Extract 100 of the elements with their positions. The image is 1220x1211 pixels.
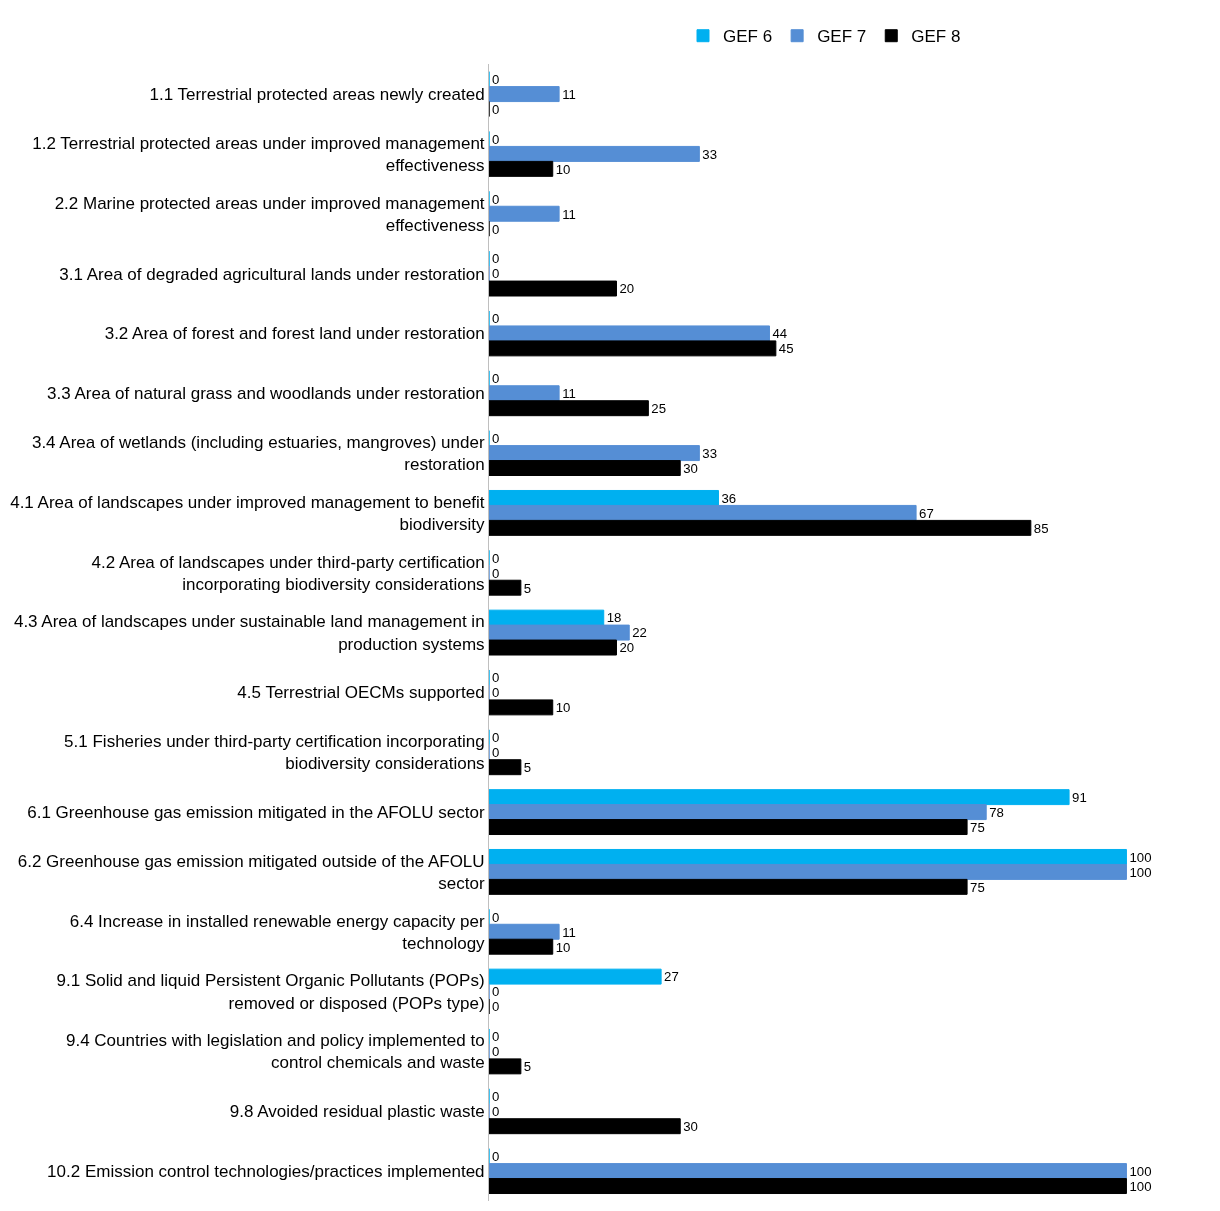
legend-label: GEF 8 [911,27,961,47]
y-tick-label: 3.3 Area of natural grass and woodlands under restoration [47,384,485,404]
bar [489,205,560,222]
y-tick-label: 1.1 Terrestrial protected areas newly created [149,85,485,105]
data-label: 0 [492,999,500,1015]
bar [489,863,1127,880]
data-label: 0 [492,430,500,446]
data-label: 0 [492,101,500,117]
bar [489,968,662,985]
bar [489,400,649,417]
data-label: 45 [778,341,794,357]
data-label: 67 [919,505,934,521]
data-label: 0 [492,371,500,387]
bar [489,1178,1127,1195]
bar [489,280,617,297]
data-label: 11 [562,206,576,222]
data-label: 0 [492,1148,500,1164]
y-tick-label: 3.1 Area of degraded agricultural lands under restoration [59,264,485,284]
bar [489,878,968,895]
data-label: 44 [772,326,788,342]
data-label: 75 [970,879,985,895]
data-label: 0 [492,1104,500,1120]
y-tick-label: 9.4 Countries with legislation and policy implemented to control chemicals and waste [65,1031,485,1073]
data-label: 0 [492,984,500,1000]
data-label: 10 [555,161,571,177]
data-label: 100 [1129,1178,1152,1194]
bar [489,445,700,462]
data-label: 0 [492,909,500,925]
y-tick-label: 4.5 Terrestrial OECMs supported [237,683,485,703]
bar [489,923,560,940]
data-label: 0 [492,191,500,207]
data-label: 5 [523,1059,532,1075]
bar [489,1058,522,1075]
bar [489,579,522,596]
data-label: 0 [492,131,500,147]
data-label: 0 [492,1029,500,1045]
bar [489,1118,681,1135]
data-label: 25 [651,401,667,417]
bar [489,804,987,821]
data-label: 11 [562,386,576,402]
data-label: 22 [632,625,647,641]
bar [489,86,560,103]
data-label: 5 [523,760,532,776]
bar [489,938,554,955]
data-label: 100 [1129,1163,1152,1179]
data-label: 30 [683,460,698,476]
y-tick-label: 6.4 Increase in installed renewable energy capacity per technology [69,911,486,953]
data-label: 75 [970,819,985,835]
bar [489,489,719,506]
bar [489,759,522,776]
data-label: 0 [492,1044,500,1060]
data-label: 0 [492,251,500,267]
data-label: 0 [492,550,500,566]
bar [489,624,630,641]
bar [489,848,1127,865]
bar [489,340,777,357]
data-label: 30 [683,1119,698,1135]
data-label: 5 [523,580,532,596]
y-tick-label: 4.2 Area of landscapes under third-party certification incorporating biodiversity considerations [91,552,485,594]
bar [489,160,554,177]
data-label: 100 [1129,849,1152,865]
y-tick-label: 3.4 Area of wetlands (including estuaries, mangroves) under restoration [31,432,485,475]
data-label: 0 [492,221,500,237]
y-tick-label: 5.1 Fisheries under third-party certification incorporating biodiversity considerations [64,732,485,774]
data-label: 78 [989,804,1004,820]
data-label: 0 [492,565,500,581]
data-label: 33 [702,146,718,162]
data-label: 91 [1072,789,1087,805]
data-label: 10 [555,700,571,716]
bar [489,145,700,162]
y-tick-label: 10.2 Emission control technologies/practices implemented [47,1162,485,1182]
bar [489,639,617,656]
data-label: 0 [492,266,500,282]
bar [489,504,917,521]
data-label: 0 [492,71,500,87]
data-label: 20 [619,640,635,656]
bar [489,325,770,342]
data-label: 18 [606,610,622,626]
legend-label: GEF 6 [723,27,773,47]
data-label: 100 [1129,864,1152,880]
bar [489,789,1070,806]
bar [489,609,605,626]
data-label: 0 [492,311,500,327]
data-label: 0 [492,670,500,686]
bar [489,699,554,716]
data-label: 0 [492,685,500,701]
y-tick-label: 6.1 Greenhouse gas emission mitigated in the AFOLU sector [27,803,485,823]
data-label: 85 [1033,520,1049,536]
data-label: 10 [555,939,571,955]
bar [489,819,968,836]
data-label: 27 [664,969,679,985]
bar [489,519,1032,536]
y-tick-label: 9.1 Solid and liquid Persistent Organic Pollutants (POPs) removed or disposed (POPs type) [56,971,485,1013]
data-label: 11 [562,86,576,102]
y-tick-label: 1.2 Terrestrial protected areas under improved management effectiveness [32,133,485,175]
data-label: 11 [562,924,576,940]
y-tick-label: 3.2 Area of forest and forest land under restoration [104,324,485,344]
data-label: 0 [492,745,500,761]
y-tick-label: 4.3 Area of landscapes under sustainable land management in production systems [13,612,485,654]
data-label: 0 [492,730,500,746]
